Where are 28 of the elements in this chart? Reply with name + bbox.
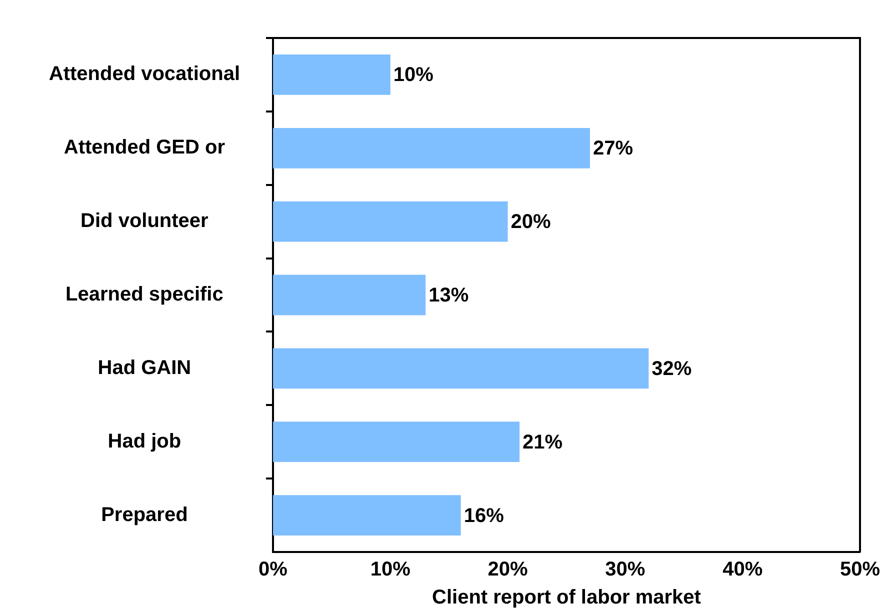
x-axis-title: Client report of labor market [432, 586, 702, 609]
bar [273, 54, 390, 95]
x-tick-label: 10% [370, 558, 411, 581]
data-label: 10% [393, 64, 434, 86]
y-tick-label: Had GAIN [98, 356, 192, 379]
x-tick-label: 50% [840, 558, 880, 581]
data-label: 32% [652, 358, 692, 380]
data-label: 27% [592, 138, 634, 160]
x-tick-label: 40% [722, 558, 763, 581]
bar [273, 128, 590, 168]
y-tick-label: Had job [108, 430, 182, 452]
bar [273, 422, 520, 462]
bar [273, 348, 649, 389]
x-tick-label: 20% [488, 558, 528, 581]
y-tick-label: Attended GED or [64, 136, 226, 159]
y-tick-label: Prepared [101, 504, 188, 526]
data-label: 16% [464, 504, 504, 527]
data-label: 13% [428, 284, 469, 307]
bar [273, 495, 461, 536]
bar [273, 201, 508, 242]
data-label: 20% [510, 211, 552, 234]
y-tick-label: Attended vocational [48, 63, 240, 86]
x-tick-label: 0% [258, 558, 288, 581]
x-tick-label: 30% [605, 558, 646, 581]
y-tick-label: Did volunteer [80, 210, 209, 232]
bar [273, 274, 426, 316]
data-label: 21% [522, 431, 563, 454]
y-tick-label: Learned specific [66, 284, 224, 306]
